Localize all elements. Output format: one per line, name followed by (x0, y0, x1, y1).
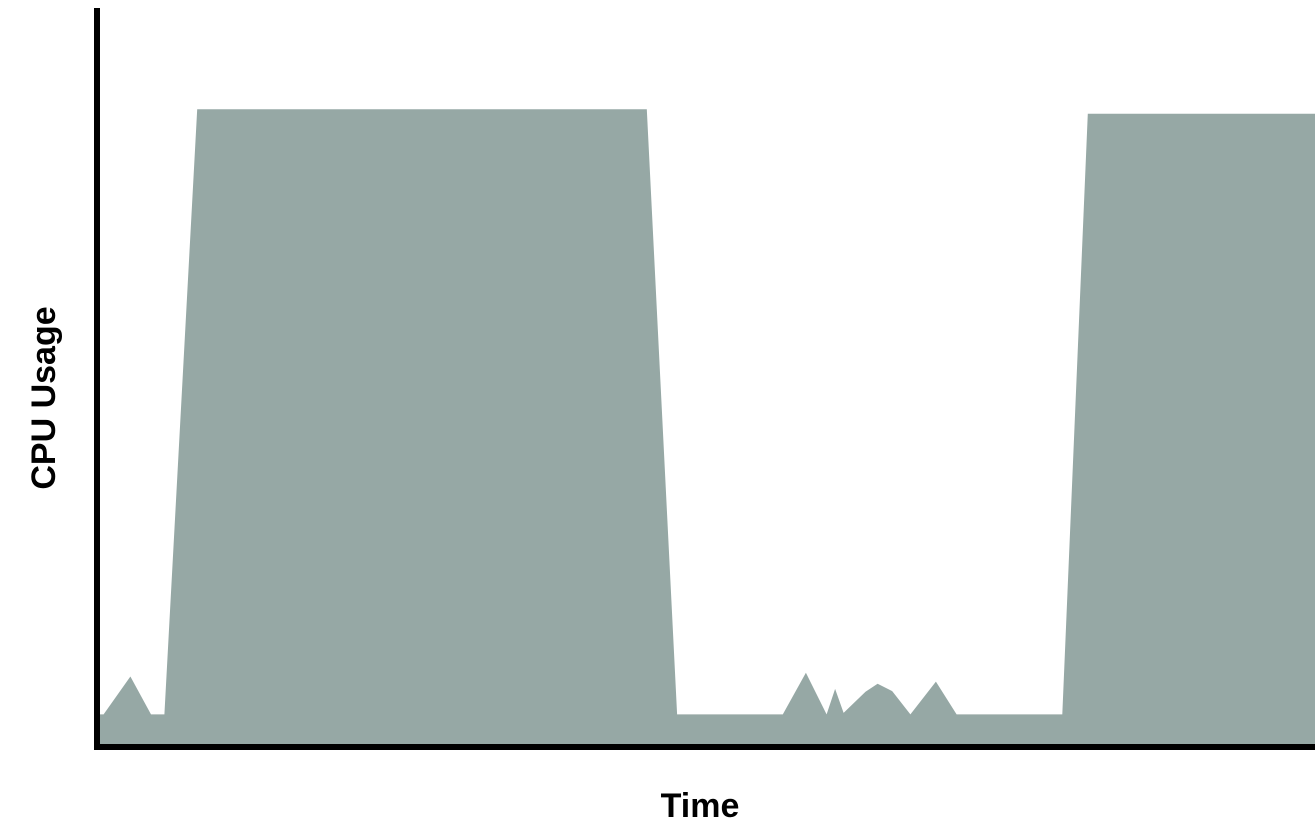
x-axis-title: Time (661, 787, 740, 825)
cpu-usage-area (100, 109, 1315, 746)
y-axis-title: CPU Usage (25, 306, 63, 489)
